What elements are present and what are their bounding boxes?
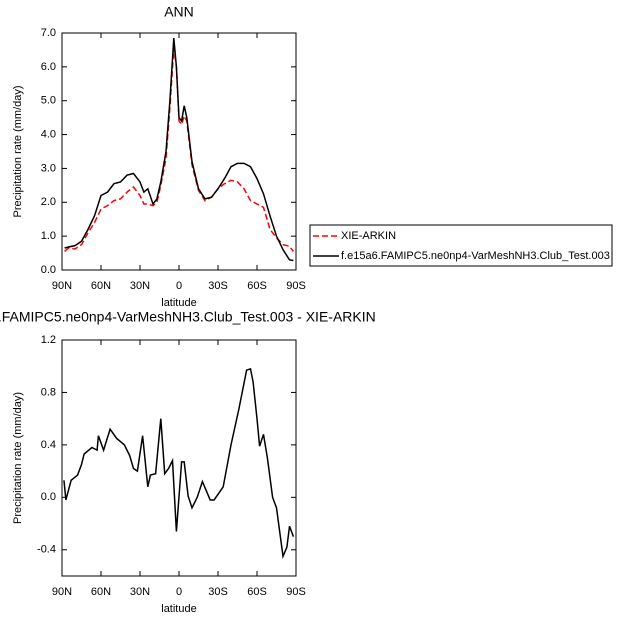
- y-tick-label: -0.4: [37, 544, 56, 556]
- x-tick-label: 60S: [247, 586, 267, 598]
- legend-label: f.e15a6.FAMIPC5.ne0np4-VarMeshNH3.Club_T…: [341, 250, 610, 262]
- plot-frame: [61, 32, 297, 271]
- data-line: [64, 48, 294, 252]
- x-tick-label: 90S: [286, 586, 306, 598]
- x-tick-label: 60N: [91, 280, 111, 292]
- x-tick-label: 90N: [52, 586, 72, 598]
- y-tick-label: 4.0: [41, 128, 56, 140]
- x-tick-label: 30N: [130, 280, 150, 292]
- y-axis-label: Precipitation rate (mm/day): [12, 392, 24, 524]
- y-tick-label: 0.8: [41, 386, 56, 398]
- x-tick-label: 0: [176, 586, 182, 598]
- x-tick-label: 0: [176, 280, 182, 292]
- y-tick-label: 3.0: [41, 162, 56, 174]
- chart-title: ANN: [164, 4, 194, 20]
- y-tick-label: 2.0: [41, 196, 56, 208]
- y-tick-label: 1.2: [41, 334, 56, 346]
- y-tick-label: 1.0: [41, 230, 56, 242]
- x-tick-label: 60S: [247, 280, 267, 292]
- x-tick-label: 60N: [91, 586, 111, 598]
- x-tick-label: 90S: [286, 280, 306, 292]
- legend-box: [309, 224, 613, 267]
- y-tick-label: 0.0: [41, 491, 56, 503]
- x-tick-label: 30N: [130, 586, 150, 598]
- legend-label: XIE-ARKIN: [341, 230, 396, 242]
- y-tick-label: 5.0: [41, 95, 56, 107]
- y-axis-label: Precipitation rate (mm/day): [12, 85, 24, 217]
- x-axis-label: latitude: [161, 603, 196, 615]
- y-tick-label: 0.0: [41, 264, 56, 276]
- y-tick-label: 0.4: [41, 439, 56, 451]
- x-tick-label: 30S: [208, 586, 228, 598]
- x-tick-label: 30S: [208, 280, 228, 292]
- data-line: [63, 367, 295, 560]
- data-line: [64, 38, 294, 262]
- y-tick-label: 7.0: [41, 27, 56, 39]
- x-tick-label: 90N: [52, 280, 72, 292]
- x-axis-label: latitude: [161, 297, 196, 309]
- chart-title: a6.FAMIPC5.ne0np4-VarMeshNH3.Club_Test.0…: [0, 309, 376, 325]
- y-tick-label: 6.0: [41, 61, 56, 73]
- plot-frame: [61, 339, 297, 577]
